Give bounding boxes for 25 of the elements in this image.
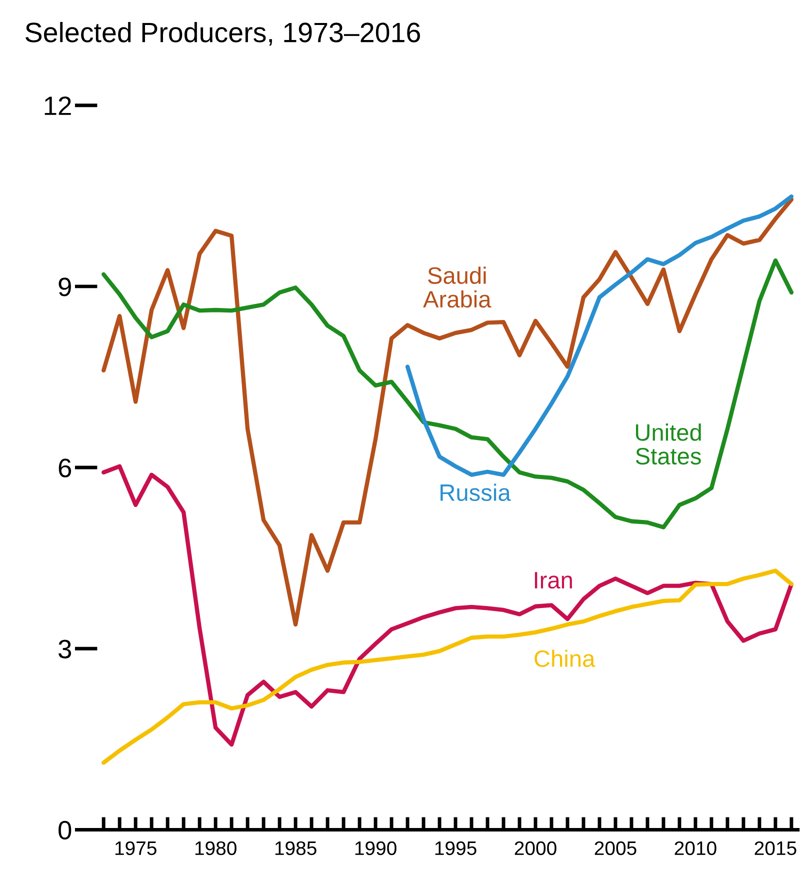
x-tick-label: 1995: [435, 841, 476, 856]
x-tick-label: 2015: [754, 841, 796, 856]
series-label: Russia: [440, 484, 511, 502]
y-tick-label: 12: [44, 96, 71, 115]
y-tick-label: 6: [58, 458, 72, 478]
x-tick-label: 2005: [594, 841, 636, 856]
y-tick-label: 3: [58, 640, 72, 658]
line-series: [102, 464, 794, 747]
x-tick-label: 1975: [115, 841, 156, 856]
chart-title: Selected Producers, 1973–2016: [26, 22, 420, 46]
y-tick-label: 0: [58, 820, 72, 840]
line-series: [102, 568, 794, 765]
line-series: [405, 194, 794, 477]
line-series: [102, 197, 794, 627]
series-label: Iran: [534, 572, 572, 589]
x-tick-label: 1980: [195, 841, 236, 856]
series-label: China: [534, 650, 596, 668]
y-tick-label: 9: [58, 278, 71, 296]
line-series: [102, 258, 794, 530]
series-label: United States: [636, 424, 701, 465]
x-tick-label: 1990: [355, 841, 396, 856]
x-tick-label: 2010: [674, 841, 716, 856]
x-tick-label: 1985: [275, 841, 316, 856]
series-label: Saudi Arabia: [423, 266, 492, 308]
x-tick-label: 2000: [514, 841, 556, 856]
